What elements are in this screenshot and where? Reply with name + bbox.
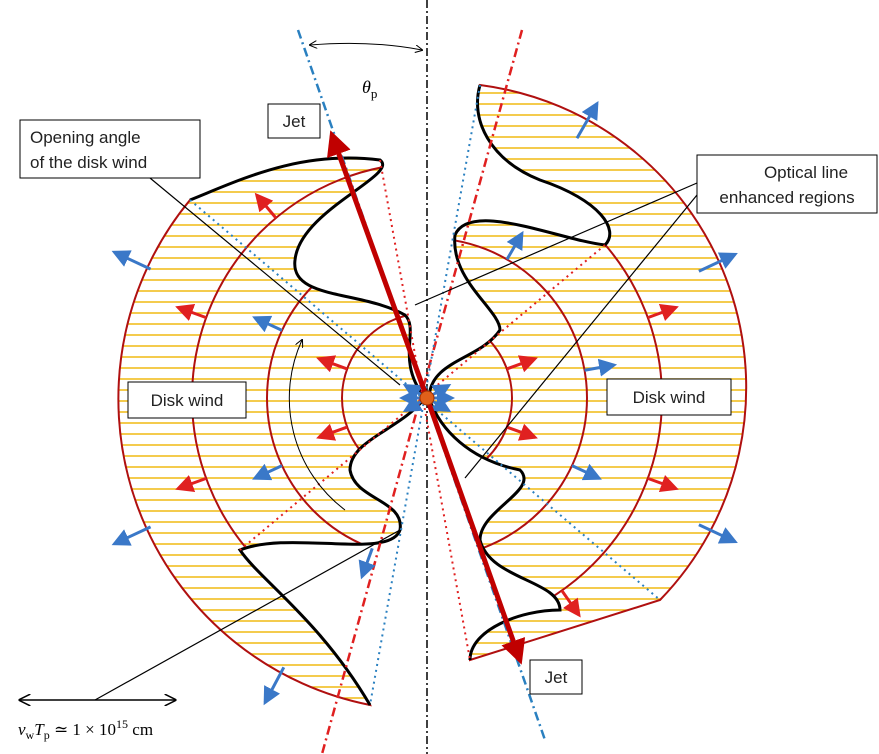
optical-line-box	[696, 154, 878, 214]
scale-label: vwTp ≃ 1 × 1015 cm	[18, 717, 153, 742]
wind-arrow	[254, 192, 278, 219]
wind-arrow	[402, 395, 424, 413]
disk-wind-label: Disk wind	[151, 391, 224, 410]
wind-arrow	[430, 383, 452, 401]
wind-arrow	[698, 252, 738, 273]
scale-t: T	[34, 720, 45, 739]
wind-arrow	[647, 304, 679, 321]
disk-wind-box	[606, 378, 732, 416]
scale-exponent: 15	[116, 717, 128, 731]
wind-arrow	[402, 383, 424, 401]
wind-arrow	[571, 463, 602, 481]
wind-arrows	[111, 100, 738, 706]
jet-label: Jet	[283, 112, 306, 131]
jet-label: Jet	[545, 668, 568, 687]
wind-arrow	[252, 315, 283, 333]
wind-arrow	[316, 423, 348, 441]
angle-subscript: p	[371, 86, 378, 101]
optical-line-line: Optical line	[764, 163, 848, 182]
wind-arrow	[175, 475, 207, 492]
wind-arrow	[358, 547, 376, 580]
scale-unit: cm	[128, 720, 153, 739]
disk-wind-label: Disk wind	[633, 388, 706, 407]
scale-middle: ≃ 1 × 10	[50, 720, 116, 739]
optical-line-line: enhanced regions	[719, 188, 854, 207]
angle-label: θp	[362, 77, 377, 101]
wind-arrow	[698, 523, 738, 544]
wind-arrow	[263, 666, 286, 706]
leader-lines	[20, 177, 698, 700]
angle-symbol: θ	[362, 77, 371, 97]
scale-t-sub: p	[44, 728, 50, 742]
wind-arrow	[506, 423, 538, 441]
wind-arrow	[111, 250, 152, 271]
jet	[327, 130, 526, 665]
wind-arrow	[505, 230, 524, 261]
jet-box	[267, 103, 321, 139]
opening-angle-box	[19, 119, 201, 179]
disk-wind-box	[127, 381, 247, 419]
opening-angle-line: of the disk wind	[30, 153, 147, 172]
scale-v: v	[18, 720, 26, 739]
wind-arrow	[584, 358, 618, 377]
wind-arrow	[252, 463, 283, 481]
wind-arrow	[175, 304, 207, 321]
wind-arrow	[111, 525, 152, 546]
wind-arrow	[316, 355, 348, 373]
wind-arrow	[575, 100, 599, 139]
scale-v-sub: w	[26, 728, 35, 742]
opening-angle-line: Opening angle	[30, 128, 141, 147]
wind-arrow	[560, 589, 581, 618]
wind-arrow	[506, 355, 538, 373]
wind-arrow	[647, 475, 679, 492]
wind-arrow	[430, 395, 452, 413]
jet-box	[529, 659, 583, 695]
